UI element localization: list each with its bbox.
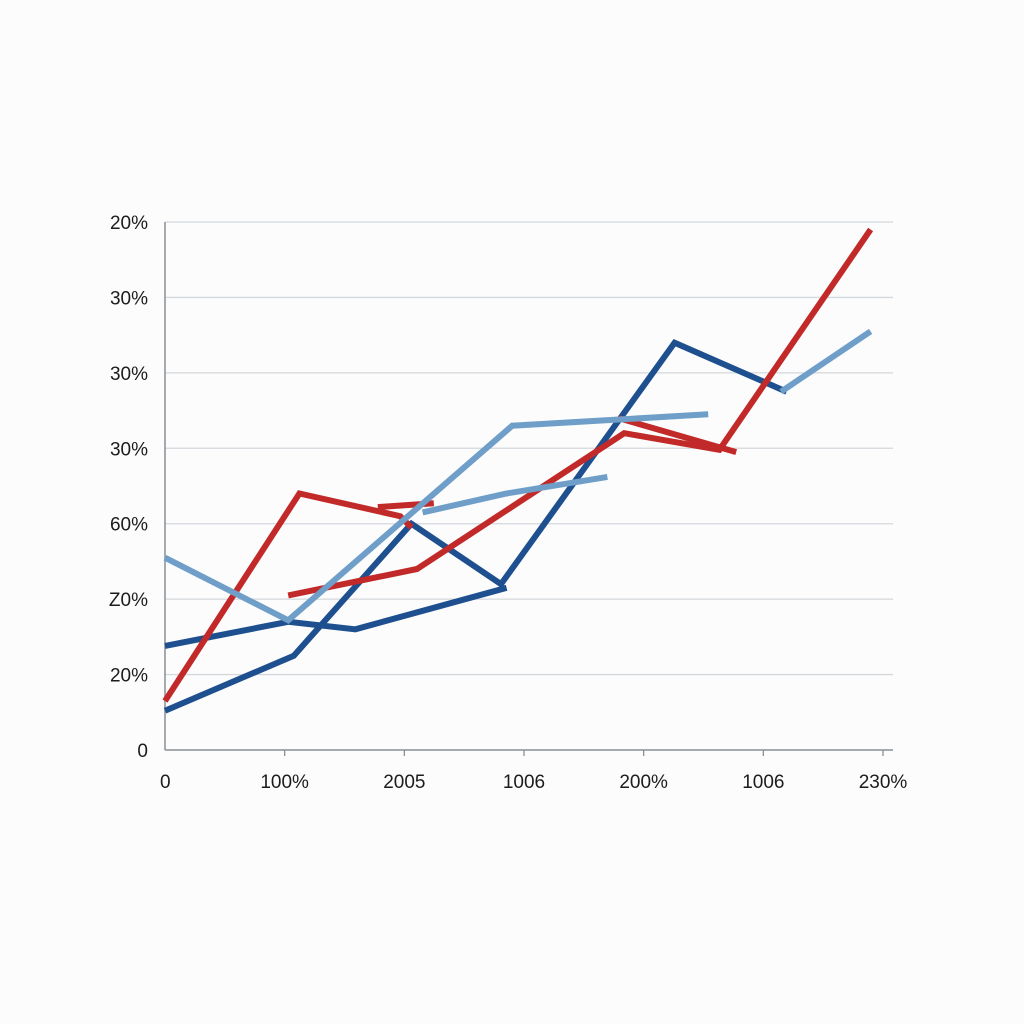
series-line: [617, 415, 738, 455]
x-tick-label: 1006: [742, 772, 784, 793]
series-1: [163, 338, 788, 714]
x-tick-labels: 0 100% 2005 1006 200% 1006 230%: [160, 772, 907, 793]
series-line: [163, 411, 709, 624]
series-line: [779, 328, 873, 395]
x-tick-marks: [284, 750, 884, 756]
y-tick-label: 30%: [110, 364, 148, 385]
x-tick-label: 1006: [503, 772, 545, 793]
grid-layer: [165, 221, 893, 676]
y-tick-labels: 0 20% Z0% 60% 30% 30% 30% 20%: [109, 213, 148, 762]
y-tick-label: Z0%: [109, 590, 148, 611]
x-tick-label: 2005: [383, 772, 425, 793]
x-tick-label: 0: [160, 772, 171, 793]
series-line: [162, 490, 414, 703]
series-line: [163, 338, 788, 714]
series-line: [164, 584, 508, 649]
y-tick-label: 20%: [110, 666, 148, 687]
series-2: [162, 227, 874, 703]
x-tick-label: 230%: [859, 772, 908, 793]
series-line: [421, 473, 608, 516]
x-tick-label: 100%: [260, 772, 309, 793]
y-tick-label: 60%: [110, 515, 148, 536]
y-tick-label: 20%: [110, 213, 148, 234]
y-tick-label: 30%: [110, 288, 148, 309]
x-tick-label: 200%: [619, 772, 668, 793]
series-line: [287, 227, 874, 599]
series-layer: [162, 227, 874, 714]
series-3: [163, 328, 873, 624]
y-tick-label: 30%: [110, 439, 148, 460]
y-tick-label: 0: [137, 741, 148, 762]
